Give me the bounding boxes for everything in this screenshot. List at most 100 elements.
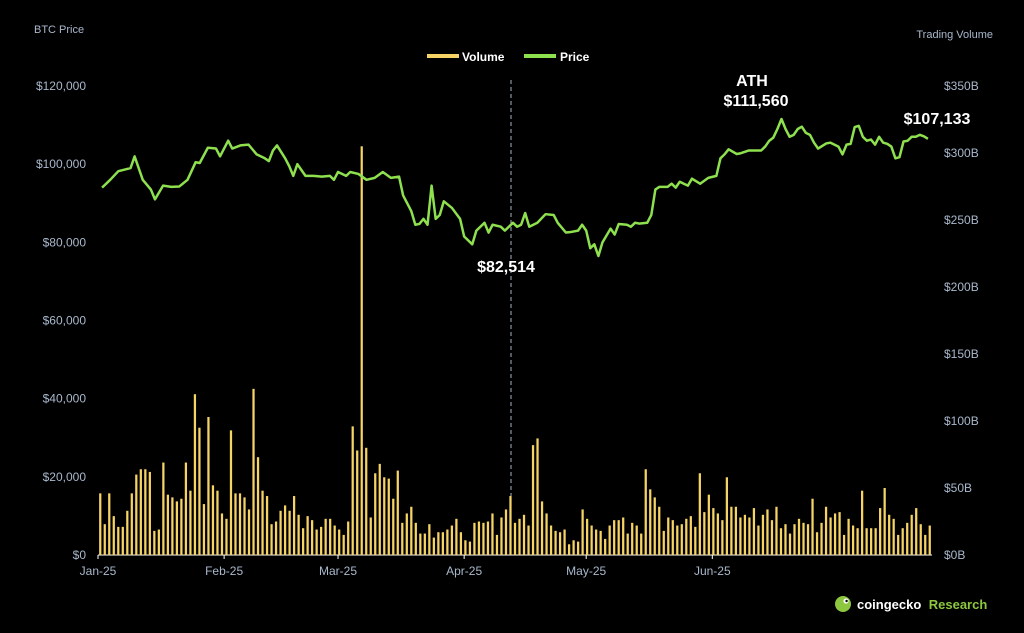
- volume-bar: [613, 520, 616, 555]
- gecko-logo-icon: [835, 596, 851, 612]
- brand-name-main: coingecko: [857, 597, 921, 612]
- volume-bar: [238, 493, 242, 555]
- volume-bar: [184, 462, 188, 555]
- volume-bar: [770, 520, 774, 555]
- volume-bar: [793, 524, 796, 555]
- y-left-tick-label: $60,000: [43, 314, 87, 328]
- volume-bar: [851, 525, 855, 555]
- y-right-tick-label: $350B: [944, 79, 979, 93]
- brand-name: coingecko Research: [857, 596, 987, 613]
- volume-bar: [351, 426, 354, 555]
- volume-bar: [842, 534, 846, 555]
- volume-bar: [437, 532, 440, 555]
- volume-bar: [811, 498, 814, 555]
- volume-bar: [157, 529, 160, 555]
- volume-bar: [135, 474, 138, 555]
- volume-bar: [743, 514, 747, 555]
- volume-bar: [220, 513, 224, 555]
- volume-bar: [572, 540, 575, 555]
- y-right-tick-label: $0B: [944, 548, 965, 562]
- x-tick-label: Jun-25: [694, 564, 731, 578]
- volume-bar: [288, 510, 291, 555]
- volume-bar: [865, 528, 868, 555]
- volume-bar: [608, 525, 611, 555]
- volume-bar: [365, 447, 368, 555]
- volume-bar: [788, 533, 792, 555]
- volume-bar: [329, 518, 332, 555]
- volume-bar: [117, 526, 120, 555]
- volume-bar: [595, 529, 598, 555]
- volume-bar: [586, 518, 589, 555]
- volume-bar: [130, 493, 133, 555]
- volume-bar: [558, 532, 562, 555]
- volume-bar: [897, 534, 900, 555]
- volume-bar: [563, 529, 566, 555]
- y-right-tick-label: $200B: [944, 280, 979, 294]
- volume-bar: [342, 534, 345, 555]
- volume-bar: [829, 517, 832, 555]
- y-left-tick-label: $40,000: [43, 392, 87, 406]
- legend-volume-label: Volume: [462, 50, 505, 64]
- volume-bar: [680, 524, 683, 555]
- volume-bar: [292, 496, 296, 555]
- y-right-axis: $0B $50B $100B $150B $200B $250B $300B $350B: [944, 79, 979, 562]
- volume-bar: [536, 438, 539, 555]
- volume-bar: [504, 509, 508, 555]
- volume-bar: [640, 533, 643, 555]
- y-left-axis: $0 $20,000 $40,000 $60,000 $80,000 $100,000 $1…: [36, 79, 86, 562]
- volume-bar: [338, 529, 341, 555]
- volume-bar: [356, 450, 359, 555]
- volume-bar: [189, 490, 192, 555]
- volume-bar: [531, 445, 535, 555]
- volume-bar: [658, 506, 661, 555]
- volume-bar: [549, 525, 553, 555]
- brand-name-suffix: Research: [929, 597, 988, 612]
- volume-bar: [283, 505, 287, 555]
- volume-bar: [797, 518, 801, 555]
- volume-bar: [360, 146, 363, 556]
- volume-bar: [297, 514, 300, 555]
- annotations: $82,514 ATH $111,560 $107,133: [477, 73, 970, 276]
- volume-bar: [126, 510, 129, 555]
- volume-bar: [915, 508, 918, 555]
- legend: Volume Price: [427, 50, 590, 64]
- volume-bar: [622, 517, 625, 555]
- x-tick-label: Jan-25: [80, 564, 117, 578]
- volume-bar: [509, 496, 512, 555]
- volume-bar: [707, 494, 710, 555]
- volume-bar: [617, 520, 620, 555]
- volume-bar: [518, 518, 521, 555]
- volume-bar: [545, 513, 548, 555]
- volume-bar: [784, 524, 787, 555]
- volume-bar: [108, 493, 111, 555]
- volume-bar: [121, 526, 124, 555]
- volume-bar: [396, 470, 399, 555]
- volume-bar: [270, 524, 273, 555]
- y-right-tick-label: $300B: [944, 146, 979, 160]
- volume-bar: [748, 517, 751, 555]
- volume-bar: [459, 532, 463, 555]
- volume-bar: [468, 541, 472, 555]
- volume-bar: [301, 528, 305, 555]
- volume-bar: [631, 522, 634, 555]
- y-left-tick-label: $20,000: [43, 470, 87, 484]
- volume-bar: [662, 530, 665, 555]
- volume-bar: [99, 493, 102, 555]
- legend-volume-swatch: [427, 54, 459, 58]
- volume-bar: [374, 473, 377, 555]
- volume-bar: [861, 490, 864, 555]
- volume-bar: [369, 517, 372, 555]
- x-tick-label: May-25: [566, 564, 606, 578]
- volume-bar: [761, 514, 765, 555]
- x-tick-label: Feb-25: [205, 564, 243, 578]
- volume-bar: [193, 394, 197, 555]
- volume-bar: [234, 493, 237, 555]
- volume-bar: [387, 478, 390, 555]
- volume-bar: [153, 530, 156, 555]
- volume-bar: [491, 513, 494, 555]
- volume-bar: [779, 528, 783, 555]
- volume-bar: [676, 525, 679, 555]
- volume-bar: [202, 504, 206, 555]
- volume-bar: [721, 520, 724, 555]
- volume-bar: [644, 469, 647, 555]
